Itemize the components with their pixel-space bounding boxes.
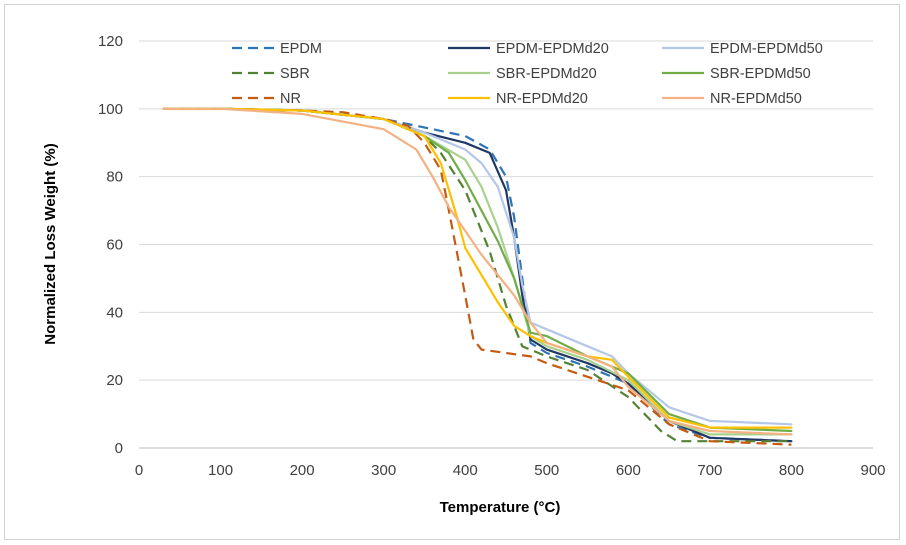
y-tick-label: 60: [106, 237, 123, 254]
series-line-sbr-epdmd20: [162, 107, 793, 436]
legend-label: SBR-EPDMd50: [710, 66, 811, 82]
series-lines: [162, 107, 793, 446]
x-tick-labels: 0 100 200 300 400 500 600 700 800 900: [135, 462, 886, 479]
legend-label: EPDM: [280, 41, 322, 57]
legend-label: SBR: [280, 66, 310, 82]
y-tick-label: 0: [115, 440, 123, 457]
legend-label: EPDM-EPDMd20: [496, 41, 609, 57]
x-tick-label: 600: [616, 462, 641, 479]
y-tick-label: 120: [98, 33, 123, 50]
y-tick-label: 80: [106, 169, 123, 186]
x-axis-title: Temperature (°C): [440, 499, 561, 516]
series-line-nr: [163, 107, 792, 446]
x-tick-label: 200: [290, 462, 315, 479]
x-tick-label: 300: [371, 462, 396, 479]
y-tick-label: 100: [98, 101, 123, 118]
x-tick-label: 800: [779, 462, 804, 479]
x-tick-label: 700: [697, 462, 722, 479]
series-line-nr-epdmd50: [162, 107, 793, 436]
x-tick-label: 900: [860, 462, 885, 479]
legend-label: NR-EPDMd50: [710, 91, 802, 107]
legend-label: EPDM-EPDMd50: [710, 41, 823, 57]
x-tick-label: 500: [534, 462, 559, 479]
legend: EPDM EPDM-EPDMd20 EPDM-EPDMd50 SBR SBR-EPDMd…: [232, 41, 823, 107]
y-tick-labels: 0 20 40 60 80 100 120: [98, 33, 123, 457]
y-axis-title: Normalized Loss Weight (%): [42, 143, 59, 344]
x-tick-label: 0: [135, 462, 143, 479]
y-tick-label: 20: [106, 372, 123, 389]
legend-label: NR: [280, 91, 301, 107]
x-tick-label: 100: [208, 462, 233, 479]
legend-label: NR-EPDMd20: [496, 91, 588, 107]
y-tick-label: 40: [106, 304, 123, 321]
legend-label: SBR-EPDMd20: [496, 66, 597, 82]
series-line-nr-epdmd20: [162, 107, 793, 429]
x-tick-label: 400: [453, 462, 478, 479]
chart-frame: [4, 4, 900, 540]
